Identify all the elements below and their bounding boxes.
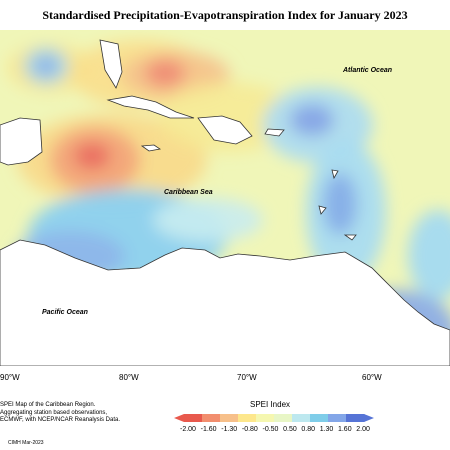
atlantic-ocean-label: Atlantic Ocean xyxy=(342,67,392,74)
lon-label-2: 80°W xyxy=(119,373,139,382)
note-line-3: ECMWF, with NCEP/NCAR Reanalysis Data. xyxy=(0,417,121,423)
credit-text: CIMH Mar-2023 xyxy=(8,440,44,446)
legend-swatch xyxy=(328,414,347,422)
map-note: SPEI Map of the Caribbean Region. Aggreg… xyxy=(0,402,130,425)
legend-swatch xyxy=(256,414,275,422)
legend-swatch xyxy=(202,414,221,422)
pacific-ocean-label: Pacific Ocean xyxy=(42,309,88,316)
legend-swatch xyxy=(346,414,365,422)
legend-tick-label: 2.00 xyxy=(356,426,370,433)
legend-swatch xyxy=(184,414,203,422)
lon-label-1: 90°W xyxy=(0,373,20,382)
legend-tick-label: 1.60 xyxy=(337,426,352,433)
legend-title: SPEI Index xyxy=(250,400,291,409)
legend-tick-label: 0.80 xyxy=(301,426,316,433)
legend-ticks: -2.00 -1.60 -1.30 -0.80 -0.50 0.50 0.80 1.30 1.6… xyxy=(180,426,370,433)
caribbean-sea-label: Caribbean Sea xyxy=(164,189,213,196)
spei-map: Atlantic Ocean Caribbean Sea Pacific Oce… xyxy=(0,30,450,366)
legend-left-arrow xyxy=(174,414,184,422)
note-line-2: Aggregating station based observations, xyxy=(0,409,108,416)
legend-bar xyxy=(174,414,374,422)
map-title: Standardised Precipitation-Evapotranspir… xyxy=(42,8,408,22)
legend-tick-label: 1.30 xyxy=(319,426,334,433)
legend-swatch xyxy=(238,414,257,422)
legend-swatch xyxy=(274,414,293,422)
legend-swatch xyxy=(310,414,329,422)
legend-right-arrow xyxy=(364,414,374,422)
lon-label-4: 60°W xyxy=(362,373,382,382)
note-line-1: SPEI Map of the Caribbean Region. xyxy=(0,402,96,408)
legend-swatch xyxy=(220,414,239,422)
legend-tick-label: -2.00 xyxy=(180,426,196,433)
lon-label-3: 70°W xyxy=(237,373,257,382)
legend-tick-label: -0.50 xyxy=(262,426,279,433)
legend-tick-label: -1.60 xyxy=(200,426,217,433)
legend-tick-label: -0.80 xyxy=(241,426,258,433)
legend-tick-label: -1.30 xyxy=(221,426,238,433)
legend-swatch xyxy=(292,414,311,422)
legend-tick-label: 0.50 xyxy=(283,426,297,433)
